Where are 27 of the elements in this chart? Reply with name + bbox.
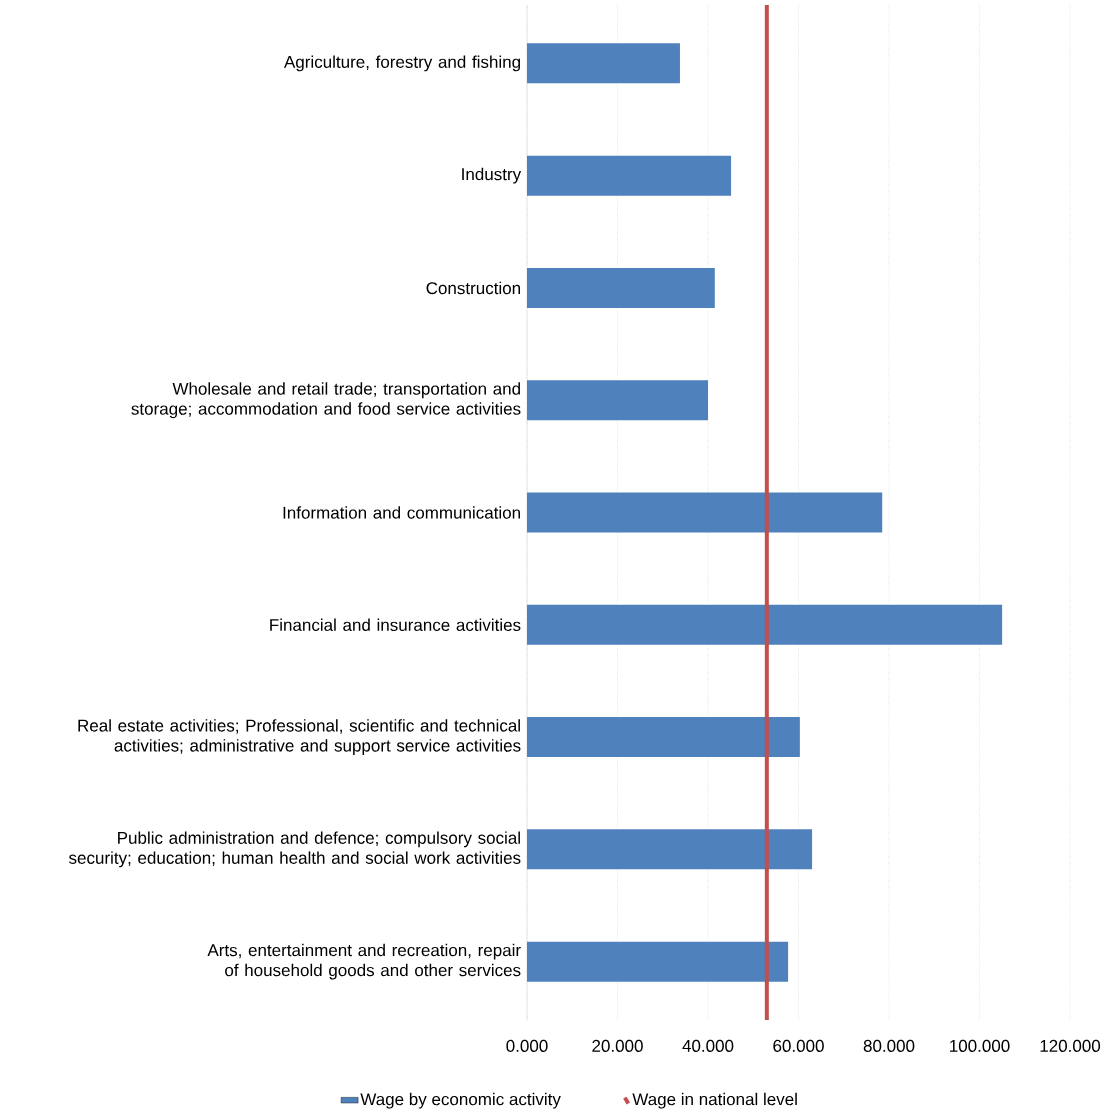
x-tick-label: 80.000	[863, 1039, 915, 1052]
y-tick-label: Industry	[462, 167, 522, 184]
y-tick-label: Public administration and defence; compulsory social security; education; human health and social work activities	[68, 831, 521, 868]
bar	[527, 155, 732, 196]
bar	[527, 267, 715, 308]
bar	[527, 43, 680, 84]
y-tick-label: Wholesale and retail trade; transportation and storage; accommodation and food service activities	[131, 382, 521, 419]
x-tick-label: 20.000	[592, 1039, 643, 1052]
y-tick-label: Real estate activities; Professional, scientific and technical activities; administrative and support service activities	[78, 719, 521, 755]
y-tick-label: Financial and insurance activities	[270, 618, 521, 632]
x-tick-label: 120.000	[1040, 1039, 1101, 1052]
bar	[527, 492, 883, 533]
x-tick-label: 0.000	[506, 1039, 548, 1052]
legend-label: Wage by economic activity	[360, 1092, 561, 1109]
y-tick-label: Information and communication	[283, 506, 520, 519]
legend-label: Wage in national level	[632, 1092, 797, 1109]
y-tick-label: Agriculture, forestry and fishing	[284, 55, 520, 72]
bar	[527, 829, 813, 870]
y-tick-label: Construction	[426, 281, 521, 295]
x-tick-label: 100.000	[950, 1039, 1010, 1052]
y-tick-label: Arts, entertainment and recreation, repair of household goods and other services	[207, 943, 521, 980]
x-tick-label: 40.000	[682, 1039, 734, 1052]
bar	[527, 941, 789, 982]
bar	[527, 380, 708, 421]
bar	[527, 717, 800, 758]
bar	[527, 604, 1003, 645]
x-tick-label: 60.000	[773, 1039, 824, 1052]
